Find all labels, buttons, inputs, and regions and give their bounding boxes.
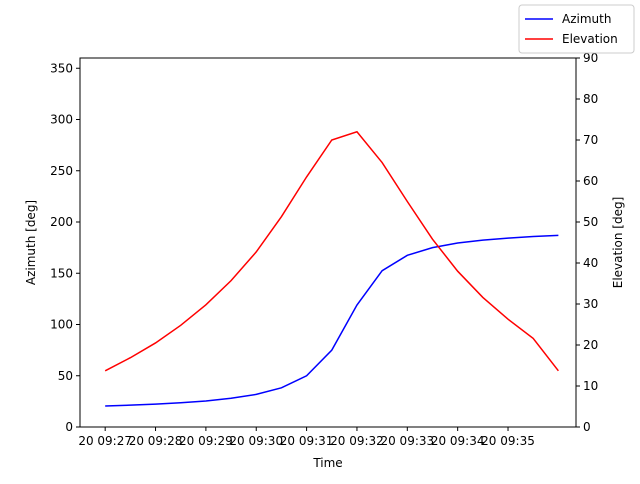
y-tick-label-right: 30 [583,297,598,311]
y-tick-label-left: 0 [65,420,73,434]
y-tick-label-right: 40 [583,256,598,270]
y-tick-label-right: 20 [583,338,598,352]
series-line-elevation [104,130,559,372]
y-tick-label-right: 10 [583,379,598,393]
y-tick-label-right: 80 [583,92,598,106]
y-tick-label-right: 0 [583,420,591,434]
plot-frame [79,57,577,428]
y-tick-label-right: 50 [583,215,598,229]
x-tick-label: 20 09:34 [431,434,485,448]
y-tick-label-left: 200 [50,215,73,229]
x-tick-label: 20 09:35 [481,434,535,448]
x-tick-label: 20 09:33 [380,434,434,448]
y-tick-label-left: 50 [58,369,73,383]
x-tick-label: 20 09:27 [78,434,132,448]
x-tick-label: 20 09:30 [229,434,283,448]
y-tick-label-right: 70 [583,133,598,147]
x-tick-label: 20 09:28 [129,434,183,448]
x-tick-label: 20 09:32 [330,434,384,448]
series-line-azimuth [105,234,559,407]
y-tick-label-left: 350 [50,61,73,75]
y-tick-label-left: 300 [50,113,73,127]
y-tick-label-right: 60 [583,174,598,188]
legend-box [518,4,635,54]
y-axis-label-left: Azimuth [deg] [24,200,38,285]
legend: Azimuth Elevation [518,4,635,54]
x-tick-label: 20 09:29 [179,434,233,448]
y-tick-label-left: 250 [50,164,73,178]
legend-label-elevation: Elevation [562,32,618,46]
x-tick-label: 20 09:31 [280,434,334,448]
y-tick-label-left: 100 [50,318,73,332]
y-tick-label-right: 90 [583,51,598,65]
legend-label-azimuth: Azimuth [562,12,611,26]
y-tick-label-left: 150 [50,266,73,280]
y-axis-label-right: Elevation [deg] [611,197,625,289]
x-axis-label: Time [312,456,342,470]
